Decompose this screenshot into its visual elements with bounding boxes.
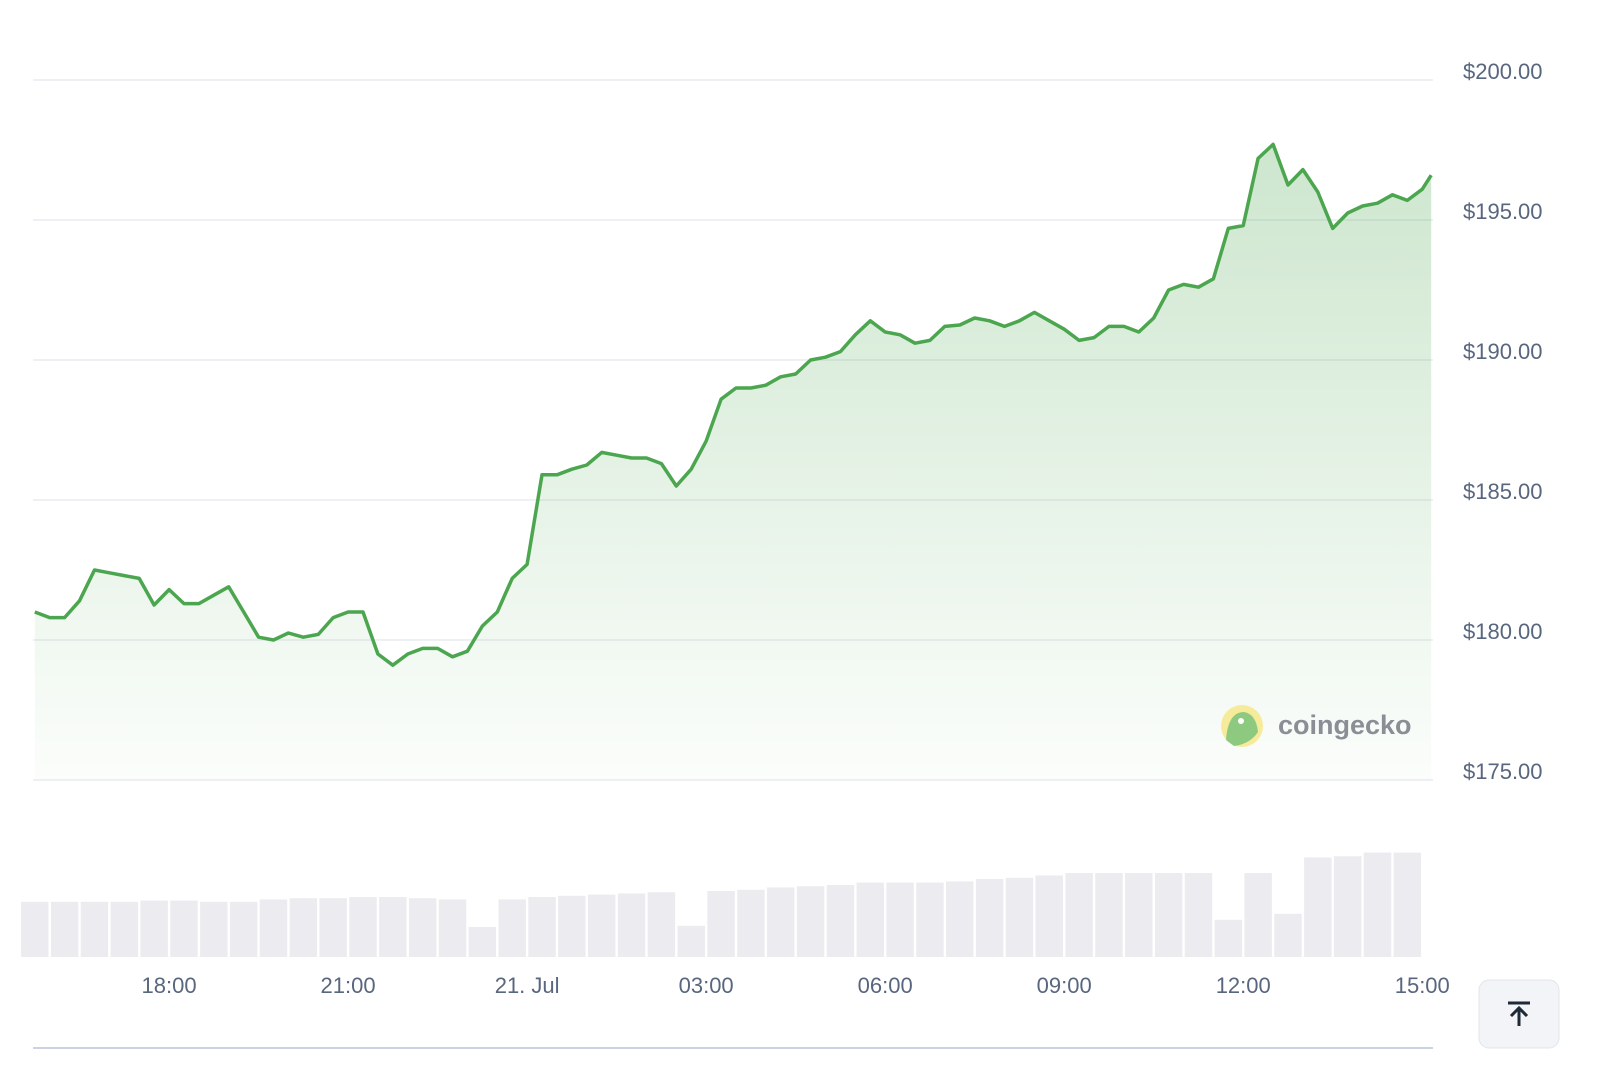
volume-bar	[379, 897, 407, 957]
volume-bar	[408, 898, 437, 957]
watermark-logo-eye	[1238, 718, 1244, 724]
volume-bar	[1184, 873, 1213, 957]
volume-bar	[200, 901, 228, 957]
volume-bar	[975, 879, 1004, 957]
volume-bar	[946, 881, 974, 957]
volume-bar	[707, 891, 735, 957]
x-tick-label: 18:00	[142, 973, 197, 998]
watermark-text: coingecko	[1278, 710, 1412, 740]
volume-bar	[170, 900, 198, 957]
volume-bar	[856, 882, 884, 957]
back-to-top-button[interactable]	[1478, 979, 1560, 1049]
volume-bars	[21, 852, 1422, 957]
volume-bar	[319, 898, 347, 957]
volume-bar	[21, 901, 49, 957]
x-tick-label: 06:00	[858, 973, 913, 998]
watermark-logo-shape	[1226, 712, 1258, 746]
volume-bar	[110, 901, 139, 957]
x-tick-label: 12:00	[1216, 973, 1271, 998]
volume-bar	[349, 897, 377, 957]
volume-bar	[498, 899, 526, 957]
x-tick-label: 15:00	[1395, 973, 1450, 998]
price-line	[34, 142, 1433, 667]
volume-bar	[737, 889, 765, 957]
volume-bar	[80, 901, 109, 957]
x-tick-label: 03:00	[679, 973, 734, 998]
volume-bar	[916, 882, 944, 957]
volume-bar	[1393, 852, 1422, 957]
watermark: coingecko	[1221, 705, 1412, 747]
y-tick-label: $175.00	[1463, 759, 1543, 784]
volume-bar	[886, 882, 914, 957]
volume-bar	[468, 927, 497, 957]
volume-bar	[796, 886, 825, 957]
volume-bar	[528, 897, 556, 957]
y-tick-label: $195.00	[1463, 199, 1543, 224]
volume-bar	[50, 901, 79, 957]
volume-bar	[677, 925, 705, 957]
y-tick-label: $180.00	[1463, 619, 1543, 644]
plot	[34, 142, 1433, 780]
price-area	[34, 144, 1432, 780]
y-tick-label: $185.00	[1463, 479, 1543, 504]
volume-bar	[140, 900, 168, 957]
volume-bar	[558, 895, 586, 957]
volume-bar	[1065, 873, 1093, 957]
volume-bar	[1363, 852, 1392, 957]
volume-bar	[438, 899, 467, 957]
volume-bar	[1095, 873, 1123, 957]
volume-bar	[1005, 877, 1034, 957]
volume-bar	[1304, 857, 1332, 957]
volume-bar	[1333, 856, 1362, 957]
volume-bar	[1244, 873, 1272, 957]
x-tick-label: 09:00	[1037, 973, 1092, 998]
volume-bar	[229, 901, 258, 957]
button-icon	[1508, 1001, 1530, 1026]
x-tick-label: 21. Jul	[495, 973, 560, 998]
volume-bar	[826, 885, 855, 957]
volume-bar	[1035, 875, 1064, 957]
labels: $175.00 $180.00 $185.00 $190.00 $195.00 $200.…	[142, 59, 1543, 998]
volume-bar	[587, 894, 616, 957]
y-tick-label: $200.00	[1463, 59, 1543, 84]
volume-bar	[1274, 913, 1302, 957]
volume-bar	[259, 899, 288, 957]
volume-bar	[767, 887, 795, 957]
volume-bar	[1125, 873, 1153, 957]
volume-bar	[647, 892, 676, 957]
x-tick-label: 21:00	[321, 973, 376, 998]
volume-bar	[617, 893, 646, 957]
y-tick-label: $190.00	[1463, 339, 1543, 364]
volume-bar	[289, 898, 318, 957]
volume-bar	[1154, 873, 1183, 957]
volume-bar	[1214, 919, 1243, 957]
